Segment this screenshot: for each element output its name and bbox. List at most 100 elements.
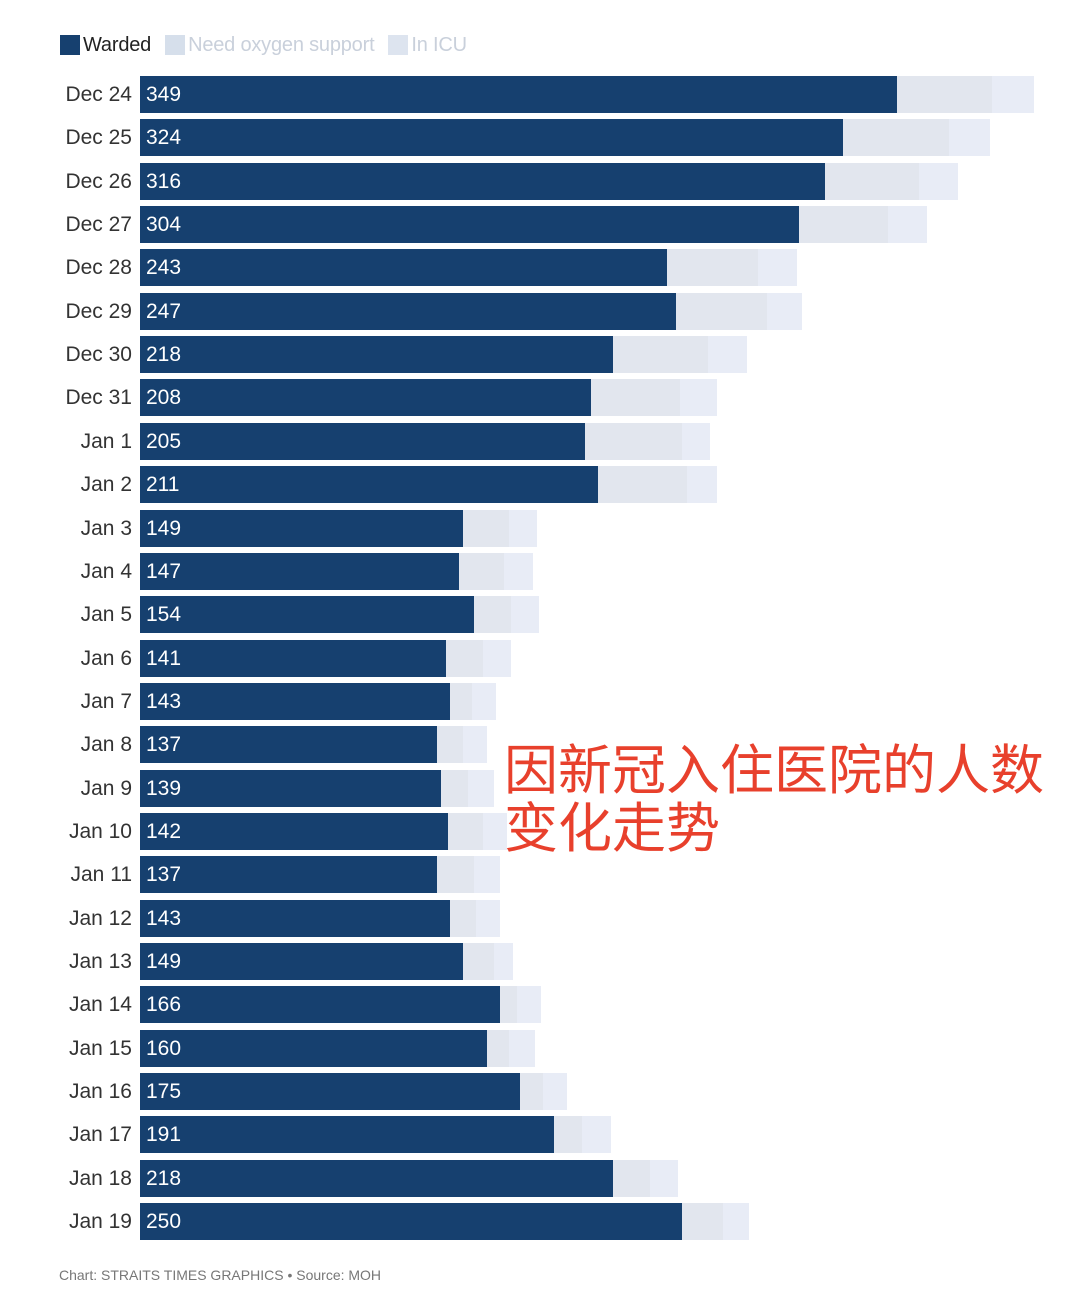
bar-value-label: 142	[146, 819, 182, 843]
bar-segment-icu	[582, 1116, 611, 1154]
row-date-label: Jan 16	[68, 1080, 132, 1104]
chart-row: Dec 31 208	[0, 379, 1080, 417]
chart-row: Jan 12 143	[0, 899, 1080, 937]
bar-stack: 160	[140, 1029, 535, 1067]
bar-segment-warded: 316	[140, 162, 826, 200]
bar-stack: 304	[140, 206, 928, 244]
annotation-line-2: 变化走势	[504, 797, 720, 860]
chart-row: Jan 9 139	[0, 769, 1080, 807]
bar-stack: 137	[140, 726, 487, 764]
chart-row: Jan 3 149	[0, 509, 1080, 547]
chart-row: Dec 24 349	[0, 76, 1080, 113]
chart-row: Jan 13 149	[0, 943, 1080, 980]
bar-segment-warded: 218	[140, 1159, 613, 1197]
bar-value-label: 250	[146, 1210, 182, 1234]
bar-segment-warded: 218	[140, 336, 613, 374]
chart-row: Jan 16 175	[0, 1073, 1080, 1111]
bar-segment-oxygen	[667, 249, 759, 287]
bar-value-label: 218	[146, 343, 182, 367]
bar-segment-warded: 142	[140, 812, 448, 850]
bar-value-label: 316	[146, 169, 182, 193]
bar-segment-warded: 166	[140, 986, 501, 1024]
bar-stack: 211	[140, 466, 717, 504]
row-date-label: Dec 24	[65, 83, 132, 106]
bar-segment-warded: 250	[140, 1203, 683, 1241]
bar-value-label: 166	[146, 993, 182, 1017]
bar-segment-icu	[510, 596, 540, 634]
bar-segment-oxygen	[500, 986, 518, 1024]
bar-segment-icu	[708, 336, 748, 374]
bar-segment-icu	[493, 943, 514, 980]
bar-segment-icu	[766, 292, 802, 330]
bar-segment-warded: 149	[140, 509, 464, 547]
bar-segment-warded: 211	[140, 466, 598, 504]
bar-segment-oxygen	[612, 336, 709, 374]
row-date-label: Jan 12	[68, 906, 132, 930]
bar-segment-oxygen	[441, 769, 468, 807]
row-date-label: Jan 10	[68, 819, 132, 843]
bar-stack: 143	[140, 682, 496, 720]
bar-value-label: 137	[146, 863, 182, 887]
bar-value-label: 243	[146, 256, 182, 280]
bar-segment-icu	[463, 726, 487, 764]
bar-segment-icu	[949, 119, 991, 157]
bar-segment-oxygen	[825, 162, 919, 200]
row-date-label: Jan 9	[80, 776, 132, 800]
chart-row: Jan 2 211	[0, 466, 1080, 504]
bar-segment-icu	[508, 1029, 535, 1067]
chart-legend: Warded Need oxygen support In ICU	[60, 32, 481, 58]
bar-segment-warded: 141	[140, 639, 446, 677]
bar-segment-icu	[543, 1073, 568, 1111]
bar-value-label: 149	[146, 516, 182, 540]
bar-segment-warded: 208	[140, 379, 592, 417]
row-date-label: Jan 11	[70, 863, 133, 887]
legend-item-oxygen: Need oxygen support	[165, 33, 375, 57]
bar-value-label: 149	[146, 950, 182, 973]
bar-stack: 139	[140, 769, 494, 807]
row-date-label: Jan 2	[80, 473, 132, 497]
bar-segment-icu	[508, 509, 537, 547]
bar-segment-icu	[504, 552, 533, 590]
bar-segment-icu	[471, 682, 496, 720]
bar-segment-icu	[517, 986, 542, 1024]
row-date-label: Jan 6	[80, 646, 132, 670]
bar-value-label: 141	[146, 646, 182, 670]
row-date-label: Jan 19	[68, 1210, 132, 1234]
bar-segment-icu	[482, 812, 507, 850]
bar-segment-warded: 247	[140, 292, 676, 330]
bar-segment-oxygen	[842, 119, 950, 157]
row-date-label: Jan 1	[80, 429, 132, 453]
bar-segment-icu	[476, 899, 501, 937]
chart-row: Jan 11 137	[0, 856, 1080, 894]
row-date-label: Jan 13	[68, 950, 132, 973]
bar-value-label: 205	[146, 429, 182, 453]
row-date-label: Jan 15	[68, 1036, 132, 1060]
bar-segment-icu	[723, 1203, 750, 1241]
bar-segment-oxygen	[445, 639, 483, 677]
bar-segment-warded: 191	[140, 1116, 555, 1154]
legend-label-oxygen: Need oxygen support	[188, 33, 375, 56]
bar-stack: 191	[140, 1116, 611, 1154]
bar-segment-icu	[758, 249, 798, 287]
bar-value-label: 147	[146, 559, 182, 583]
bar-segment-oxygen	[450, 899, 477, 937]
bar-segment-warded: 349	[140, 76, 897, 113]
bar-value-label: 218	[146, 1166, 182, 1190]
row-date-label: Dec 30	[65, 343, 132, 367]
bar-segment-icu	[682, 422, 711, 460]
bar-stack: 143	[140, 899, 501, 937]
bar-stack: 349	[140, 76, 1034, 113]
bar-stack: 137	[140, 856, 501, 894]
row-date-label: Jan 4	[80, 559, 132, 583]
bar-segment-icu	[680, 379, 717, 417]
bar-segment-warded: 137	[140, 856, 438, 894]
chart-source-footer: Chart: STRAITS TIMES GRAPHICS • Source: …	[59, 1267, 382, 1283]
bar-stack: 218	[140, 336, 748, 374]
bar-stack: 250	[140, 1203, 750, 1241]
bar-segment-warded: 205	[140, 422, 585, 460]
bar-value-label: 154	[146, 603, 182, 627]
bar-segment-icu	[649, 1159, 678, 1197]
bar-stack: 175	[140, 1073, 568, 1111]
bar-segment-icu	[467, 769, 494, 807]
legend-label-icu: In ICU	[411, 33, 467, 56]
